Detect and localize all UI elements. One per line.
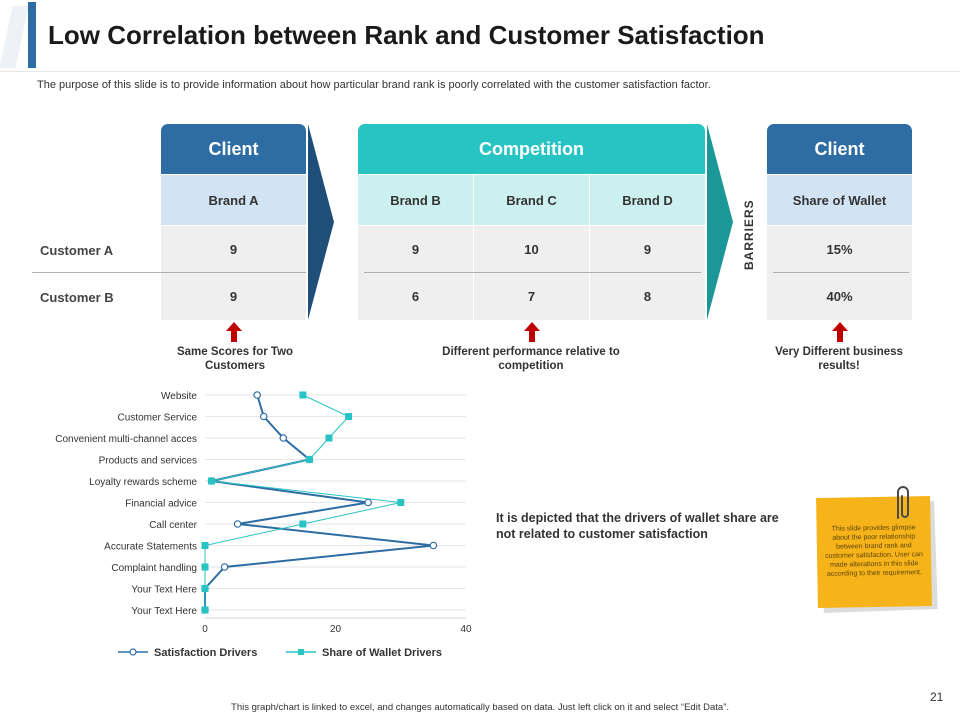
statement-text: It is depicted that the drivers of walle… [496,511,779,541]
category-label: Complaint handling [111,563,197,574]
data-point [201,563,209,571]
title-accent [28,2,36,68]
data-point [397,499,405,506]
competition-cells-bg [358,226,705,320]
brand-d-header: Brand D [590,175,705,225]
x-tick-label: 20 [330,624,342,635]
row-separator [364,272,701,273]
share-of-wallet-header: Share of Wallet [767,175,912,225]
cell-a-brand-a: 9 [229,241,238,257]
category-label: Your Text Here [131,585,197,596]
category-label: Loyalty rewards scheme [89,477,197,488]
column-divider [589,226,590,320]
category-label: Call center [149,520,197,531]
category-label: Financial advice [125,499,197,510]
data-point [201,606,209,614]
caption-same-scores: Same Scores for Two Customers [176,346,294,372]
cell-a-brand-b: 9 [411,241,420,257]
subtitle: The purpose of this slide is to provide … [37,79,711,91]
category-label: Products and services [99,456,197,467]
category-label: Website [161,391,197,402]
row-label-customer-b: Customer B [40,290,114,305]
data-point [233,520,242,528]
legend-marker [129,648,137,656]
data-point [429,541,438,550]
caption-different-results: Very Different business results! [775,346,903,372]
client-header: Client [161,124,306,174]
brand-b-header: Brand B [358,175,473,225]
data-point [201,542,209,549]
x-tick-label: 40 [460,624,472,635]
row-separator [32,272,306,273]
up-arrow-icon [832,322,848,342]
page-title: Low Correlation between Rank and Custome… [48,20,765,50]
category-label: Customer Service [118,413,198,424]
category-label: Convenient multi-channel acces [55,434,197,445]
up-arrow-icon [524,322,540,342]
category-label: Your Text Here [131,606,197,617]
title-bar: Low Correlation between Rank and Custome… [0,0,960,72]
data-point [220,563,229,571]
legend-label: Share of Wallet Drivers [322,647,442,659]
cell-a-brand-c: 10 [524,241,539,257]
cell-b-brand-b: 6 [411,288,420,304]
up-arrow-icon [226,322,242,342]
chevron-right-icon [707,124,733,320]
cell-b-brand-c: 7 [527,288,536,304]
page-number: 21 [930,690,944,704]
data-point [253,391,262,399]
drivers-line-chart: Website Customer Service Convenient multi-… [55,391,472,659]
caption-different-performance: Different performance relative to compet… [442,346,620,372]
data-point [299,520,307,528]
data-point [325,434,333,442]
cell-a-brand-d: 9 [643,241,652,257]
data-point [201,585,209,592]
cell-b-share: 40% [826,288,853,304]
chevron-right-icon [308,124,334,320]
barriers-label: BARRIERS [742,199,756,271]
cell-b-brand-a: 9 [229,288,238,304]
legend-marker [298,649,304,655]
row-label-customer-a: Customer A [40,243,114,258]
data-point [259,412,268,421]
data-point [208,477,216,485]
data-point [345,413,353,420]
title-accent-shadow [0,6,29,68]
data-point [305,456,313,463]
competition-header: Competition [358,124,705,174]
column-divider [473,226,474,320]
legend-label: Satisfaction Drivers [154,647,257,659]
brand-a-header: Brand A [161,175,306,225]
share-cells-bg [767,226,912,320]
data-point [364,498,372,507]
paperclip-icon [897,486,909,519]
client2-header: Client [767,124,912,174]
sticky-note-text: This slide provides glimpse about the po… [825,524,923,578]
data-point [279,434,288,442]
row-separator [773,272,909,273]
footer-note: This graph/chart is linked to excel, and… [231,702,729,713]
client-cells-bg [161,226,306,320]
cell-a-share: 15% [826,241,853,257]
category-label: Accurate Statements [104,542,197,553]
cell-b-brand-d: 8 [643,288,652,304]
brand-c-header: Brand C [474,175,589,225]
x-tick-label: 0 [202,624,208,635]
data-point [299,391,307,399]
sticky-note: This slide provides glimpse about the po… [816,496,932,608]
